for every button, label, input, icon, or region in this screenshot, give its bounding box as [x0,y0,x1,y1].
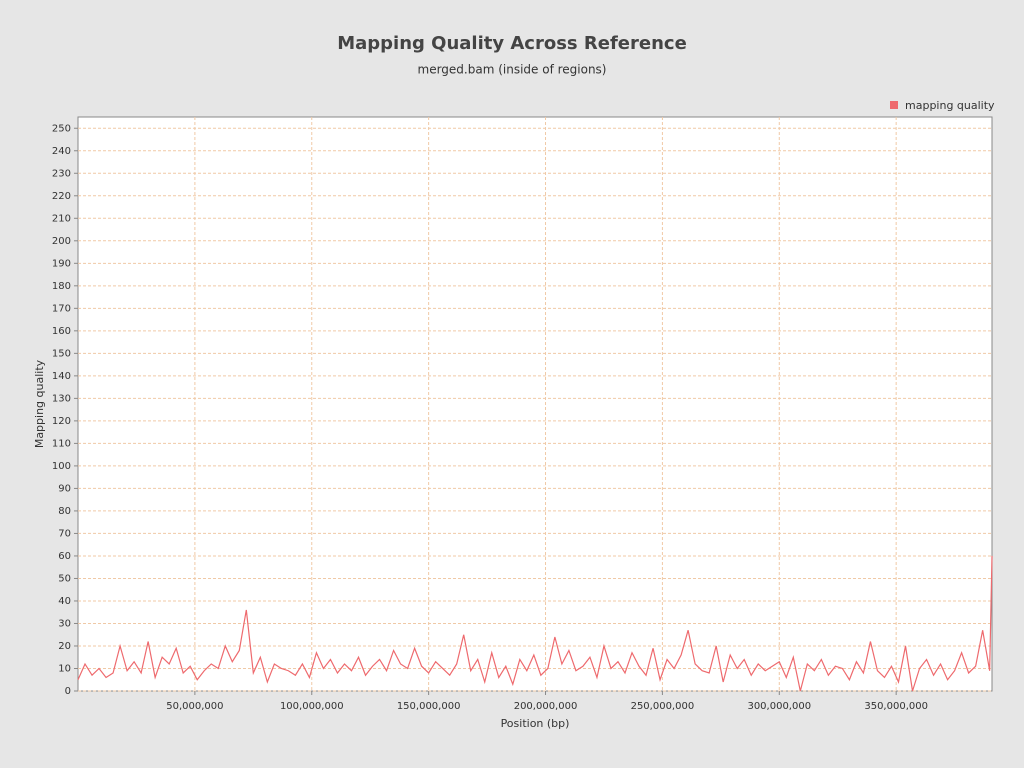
y-tick-label: 210 [52,213,71,224]
y-tick-label: 60 [58,551,71,562]
y-tick-label: 50 [58,573,71,584]
y-tick-label: 170 [52,303,71,314]
legend-swatch [890,101,898,109]
y-tick-label: 130 [52,393,71,404]
y-tick-label: 110 [52,438,71,449]
x-tick-label: 50,000,000 [166,701,223,712]
y-tick-label: 200 [52,236,71,247]
chart-subtitle: merged.bam (inside of regions) [418,63,607,77]
y-tick-label: 160 [52,326,71,337]
y-tick-label: 150 [52,348,71,359]
x-axis-label: Position (bp) [501,717,570,730]
y-tick-label: 90 [58,483,71,494]
y-tick-label: 190 [52,258,71,269]
x-tick-label: 200,000,000 [514,701,578,712]
y-tick-label: 30 [58,618,71,629]
y-tick-label: 240 [52,146,71,157]
y-tick-label: 220 [52,191,71,202]
y-tick-label: 10 [58,663,71,674]
y-tick-label: 120 [52,416,71,427]
y-tick-label: 100 [52,461,71,472]
y-tick-label: 0 [65,686,71,697]
legend-label: mapping quality [905,99,995,112]
y-tick-label: 80 [58,506,71,517]
y-tick-label: 250 [52,123,71,134]
x-tick-label: 250,000,000 [631,701,695,712]
plot-area [77,116,993,692]
y-tick-label: 140 [52,371,71,382]
y-tick-label: 40 [58,596,71,607]
x-tick-label: 150,000,000 [397,701,461,712]
y-tick-label: 230 [52,168,71,179]
data-line [77,555,993,692]
chart-title: Mapping Quality Across Reference [337,33,687,54]
x-tick-label: 350,000,000 [864,701,928,712]
x-tick-label: 100,000,000 [280,701,344,712]
y-tick-label: 20 [58,641,71,652]
y-tick-label: 70 [58,528,71,539]
y-tick-label: 180 [52,281,71,292]
y-axis-label: Mapping quality [33,359,46,448]
x-tick-label: 300,000,000 [747,701,811,712]
